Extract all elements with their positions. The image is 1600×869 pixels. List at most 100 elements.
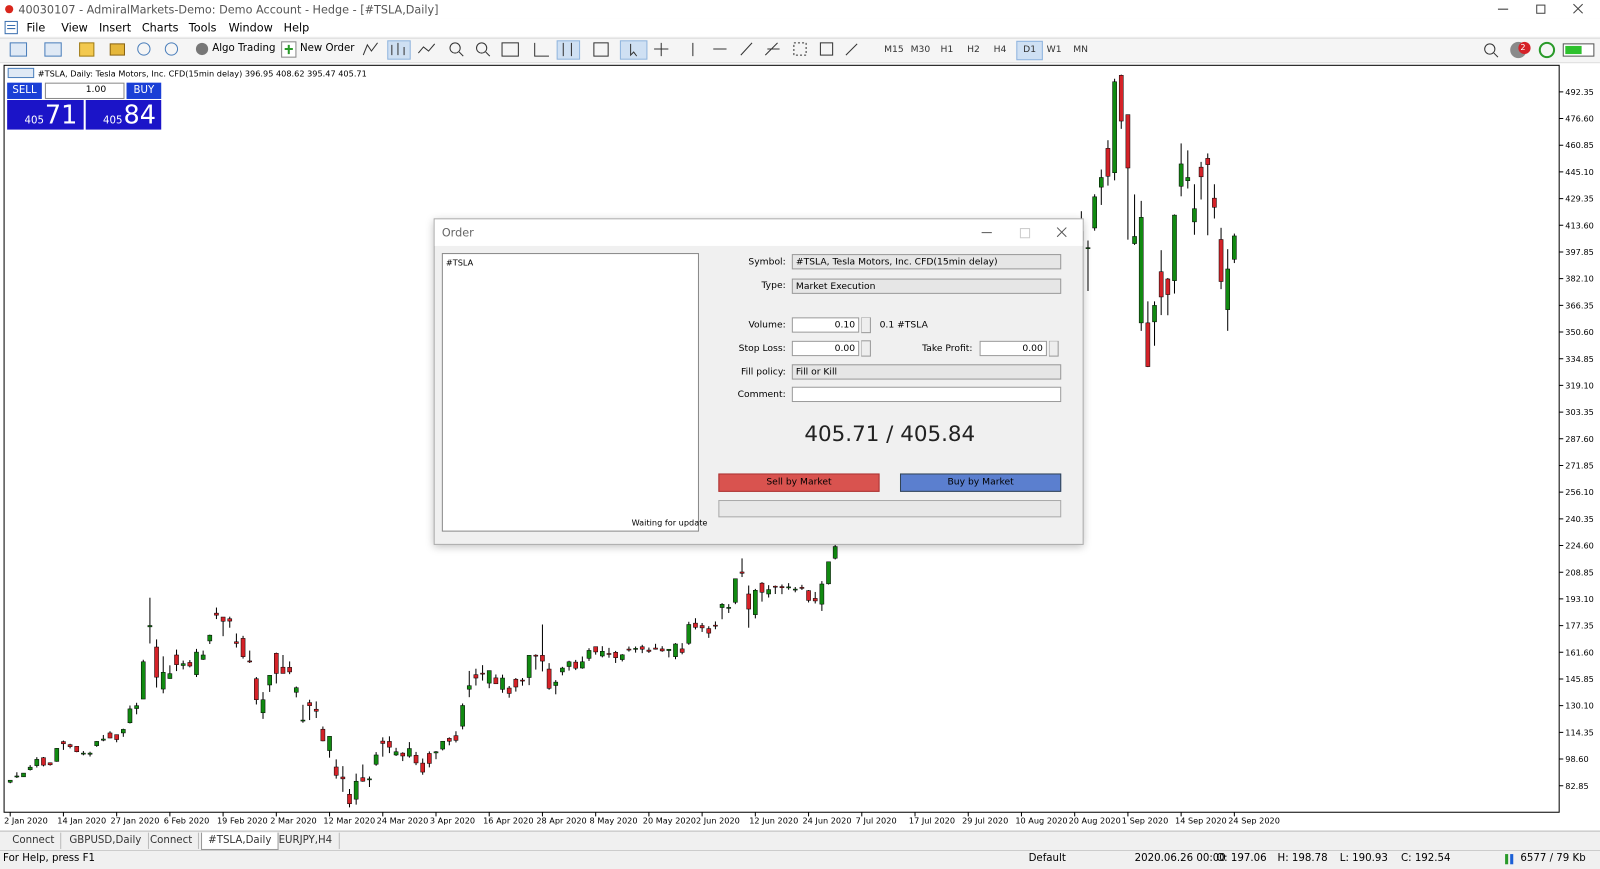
chart-tab[interactable]: EURJPY,H4 [272, 832, 340, 849]
candle-body [773, 585, 778, 588]
candle-body [160, 672, 166, 690]
chart-tab-active[interactable]: #TSLA,Daily [201, 832, 279, 850]
timeframe-button[interactable]: H1 [940, 44, 954, 56]
fill-policy-select[interactable]: Fill or Kill [791, 364, 1062, 380]
candle-body [154, 646, 159, 678]
timeframe-button[interactable]: M30 [910, 44, 931, 56]
buy-price-big: 405 [103, 115, 123, 127]
candle-body [553, 681, 559, 686]
spinner-arrows[interactable] [861, 317, 871, 358]
sell-price-box[interactable] [7, 99, 84, 130]
menu-item[interactable]: Window [228, 21, 273, 35]
menu-item[interactable]: View [61, 21, 88, 35]
y-tick-label: 319.10 [1565, 380, 1594, 390]
candle-body [347, 794, 352, 805]
one-click-buy[interactable]: BUY [126, 82, 162, 99]
volume-spinner[interactable] [44, 82, 125, 99]
x-tick-label: 7 Jul 2020 [856, 815, 897, 825]
buy-price-box[interactable] [85, 99, 162, 130]
timeframe-button[interactable]: H4 [993, 44, 1007, 56]
candle-body [293, 687, 299, 693]
menu-item[interactable]: File [26, 21, 46, 35]
stop-loss-input[interactable]: 0.00 [791, 340, 860, 357]
buy-by-market-button[interactable]: Buy by Market [899, 473, 1062, 492]
status-bar [0, 849, 1600, 869]
tick-chart-panel [441, 253, 699, 532]
candle-body [1178, 163, 1184, 187]
candle-body [533, 654, 539, 657]
volume-input[interactable]: 0.10 [791, 317, 860, 333]
candle-body [826, 561, 831, 585]
volume-note: 0.1 #TSLA [879, 320, 928, 331]
chart-tab[interactable]: GBPUSD,Daily [63, 832, 149, 849]
symbol-select[interactable]: #TSLA, Tesla Motors, Inc. CFD(15min dela… [791, 254, 1062, 270]
sell-by-market-button[interactable]: Sell by Market [718, 473, 880, 492]
candle-body [320, 728, 326, 742]
y-tick-label: 303.35 [1565, 407, 1594, 417]
chart-tab[interactable]: Connect [6, 832, 62, 849]
menu-item[interactable]: Charts [141, 21, 179, 35]
timeframe-button[interactable]: W1 [1046, 44, 1062, 56]
type-select[interactable]: Market Execution [791, 278, 1062, 294]
candle-body [619, 654, 625, 660]
candle-body [1132, 236, 1137, 244]
candle-body [673, 643, 678, 657]
candle-body [1172, 214, 1177, 281]
one-click-sell[interactable]: SELL [7, 82, 42, 99]
menu-item[interactable]: Insert [98, 21, 132, 35]
timeframe-button[interactable]: H2 [967, 44, 980, 56]
comment-input[interactable] [791, 386, 1062, 403]
status-help: For Help, press F1 [3, 853, 95, 865]
candle-body [427, 753, 432, 764]
candle-body [832, 546, 838, 559]
candle-body [1212, 197, 1217, 208]
candle-body [353, 780, 359, 800]
candle-body [214, 612, 219, 616]
x-tick-label: 28 Apr 2020 [536, 815, 586, 825]
y-tick-label: 445.10 [1565, 167, 1594, 177]
menu-item[interactable]: Help [283, 21, 310, 35]
algo-trading-button[interactable]: Algo Trading [212, 42, 276, 55]
y-tick-label: 256.10 [1565, 487, 1594, 497]
spinner-arrows[interactable] [1048, 340, 1059, 357]
window-controls[interactable] [1469, 0, 1600, 18]
chart-icon [7, 67, 35, 79]
candle-body [473, 674, 479, 679]
x-tick-label: 14 Jan 2020 [57, 815, 106, 825]
candle-body [220, 616, 226, 622]
dialog-controls[interactable] [976, 223, 1078, 241]
candle-body [247, 660, 253, 663]
x-tick-label: 12 Mar 2020 [323, 815, 375, 825]
timeframe-button[interactable]: M15 [884, 44, 904, 56]
tick-symbol: #TSLA [445, 258, 474, 268]
candle-body [460, 705, 465, 727]
menu-item[interactable]: Tools [188, 21, 217, 35]
candle-body [413, 755, 419, 764]
timeframe-button-active[interactable]: D1 [1016, 40, 1043, 61]
candle-body [1225, 268, 1231, 310]
type-label: Type: [761, 280, 786, 291]
candle-body [167, 673, 173, 679]
y-tick-label: 98.60 [1565, 754, 1588, 764]
candle-body [34, 759, 40, 766]
candle-body [101, 738, 106, 741]
y-tick-label: 208.85 [1565, 567, 1594, 577]
candle-body [227, 618, 233, 622]
candle-body [94, 741, 99, 746]
timeframe-button[interactable]: MN [1073, 44, 1089, 56]
new-order-button[interactable]: New Order [299, 42, 355, 55]
x-tick-label: 24 Sep 2020 [1228, 815, 1280, 825]
status-close: C: 192.54 [1401, 853, 1451, 865]
candle-body [121, 729, 126, 734]
fill-policy-label: Fill policy: [741, 367, 786, 378]
candle-body [260, 699, 266, 714]
candle-body [1105, 148, 1111, 177]
progress-bar [718, 499, 1062, 518]
chart-tab[interactable]: Connect [144, 832, 200, 849]
candle-body [407, 748, 412, 757]
x-tick-label: 10 Aug 2020 [1015, 815, 1067, 825]
one-click-volume[interactable]: 1.00 [85, 84, 107, 95]
take-profit-input[interactable]: 0.00 [979, 340, 1047, 357]
candle-body [699, 625, 705, 629]
menu-bar [0, 18, 1600, 37]
